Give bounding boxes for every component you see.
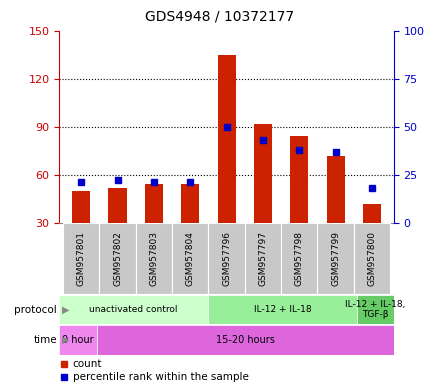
Text: GSM957804: GSM957804 bbox=[186, 231, 195, 286]
Bar bbox=[357, 295, 394, 324]
Text: percentile rank within the sample: percentile rank within the sample bbox=[73, 372, 249, 382]
Text: 0 hour: 0 hour bbox=[62, 335, 94, 345]
Text: protocol: protocol bbox=[15, 305, 57, 314]
Bar bbox=[96, 325, 394, 355]
Text: IL-12 + IL-18,
TGF-β: IL-12 + IL-18, TGF-β bbox=[345, 300, 405, 319]
Bar bbox=[245, 223, 281, 294]
Text: GSM957797: GSM957797 bbox=[258, 231, 268, 286]
Bar bbox=[63, 223, 99, 294]
Text: ▶: ▶ bbox=[62, 335, 69, 345]
Text: GSM957798: GSM957798 bbox=[295, 231, 304, 286]
Bar bbox=[326, 156, 345, 223]
Bar bbox=[59, 295, 208, 324]
Bar bbox=[354, 223, 390, 294]
Bar bbox=[281, 223, 318, 294]
Bar bbox=[136, 223, 172, 294]
Text: GSM957801: GSM957801 bbox=[77, 231, 86, 286]
Bar bbox=[290, 136, 308, 223]
Text: GSM957803: GSM957803 bbox=[150, 231, 158, 286]
Text: GSM957802: GSM957802 bbox=[113, 231, 122, 286]
Text: IL-12 + IL-18: IL-12 + IL-18 bbox=[253, 305, 311, 314]
Text: count: count bbox=[73, 359, 102, 369]
Bar bbox=[181, 184, 199, 223]
Bar bbox=[363, 204, 381, 223]
Bar bbox=[145, 184, 163, 223]
Bar bbox=[217, 55, 236, 223]
Text: 15-20 hours: 15-20 hours bbox=[216, 335, 275, 345]
Text: unactivated control: unactivated control bbox=[89, 305, 178, 314]
Bar bbox=[208, 295, 357, 324]
Bar bbox=[72, 191, 90, 223]
Text: GSM957800: GSM957800 bbox=[367, 231, 377, 286]
Text: time: time bbox=[33, 335, 57, 345]
Bar bbox=[109, 187, 127, 223]
Text: ▶: ▶ bbox=[62, 305, 69, 314]
Bar bbox=[209, 223, 245, 294]
Text: GSM957799: GSM957799 bbox=[331, 231, 340, 286]
Bar bbox=[254, 124, 272, 223]
Bar bbox=[318, 223, 354, 294]
Text: GSM957796: GSM957796 bbox=[222, 231, 231, 286]
Text: GDS4948 / 10372177: GDS4948 / 10372177 bbox=[146, 10, 294, 23]
Bar bbox=[172, 223, 209, 294]
Bar bbox=[59, 325, 96, 355]
Bar bbox=[99, 223, 136, 294]
